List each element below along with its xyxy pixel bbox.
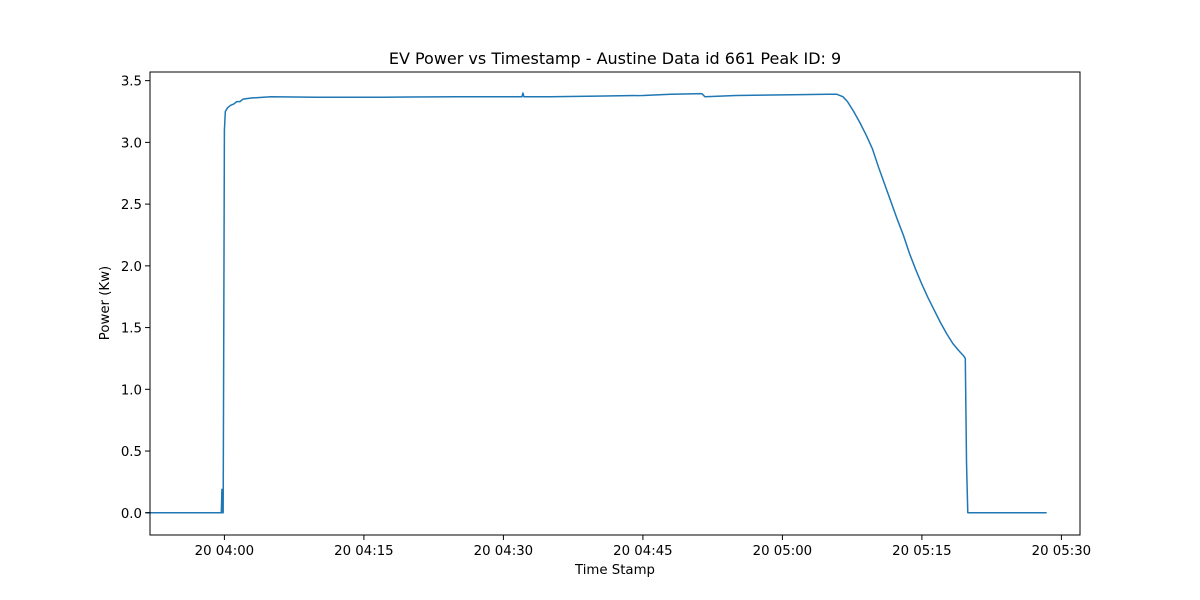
x-tick-label: 20 04:15 bbox=[334, 544, 393, 559]
x-tick-label: 20 04:45 bbox=[613, 544, 672, 559]
x-axis: 20 04:00 20 04:15 20 04:30 20 04:45 20 05:00… bbox=[195, 535, 1091, 559]
y-tick-label: 2.0 bbox=[121, 260, 142, 275]
x-tick-label: 20 05:30 bbox=[1032, 544, 1091, 559]
x-axis-label: Time Stamp bbox=[574, 563, 655, 578]
y-tick-label: 0.0 bbox=[121, 507, 142, 522]
y-tick-label: 2.5 bbox=[121, 198, 142, 213]
y-tick-label: 0.5 bbox=[121, 445, 142, 460]
x-tick-label: 20 04:00 bbox=[195, 544, 254, 559]
plot-area bbox=[146, 92, 1047, 514]
y-tick-label: 1.5 bbox=[121, 322, 142, 337]
series-line-0 bbox=[146, 92, 1047, 514]
y-tick-label: 3.5 bbox=[121, 75, 142, 90]
plot-frame bbox=[149, 71, 1081, 536]
y-tick-label: 3.0 bbox=[121, 136, 142, 151]
chart-title: EV Power vs Timestamp - Austine Data id … bbox=[389, 49, 841, 68]
y-tick-label: 1.0 bbox=[121, 383, 142, 398]
y-axis-label: Power (Kw) bbox=[98, 266, 113, 340]
x-tick-label: 20 05:00 bbox=[753, 544, 812, 559]
y-axis: 0.0 0.5 1.0 1.5 2.0 2.5 3.0 3.5 bbox=[121, 75, 150, 522]
x-tick-label: 20 04:30 bbox=[474, 544, 533, 559]
x-tick-label: 20 05:15 bbox=[892, 544, 951, 559]
